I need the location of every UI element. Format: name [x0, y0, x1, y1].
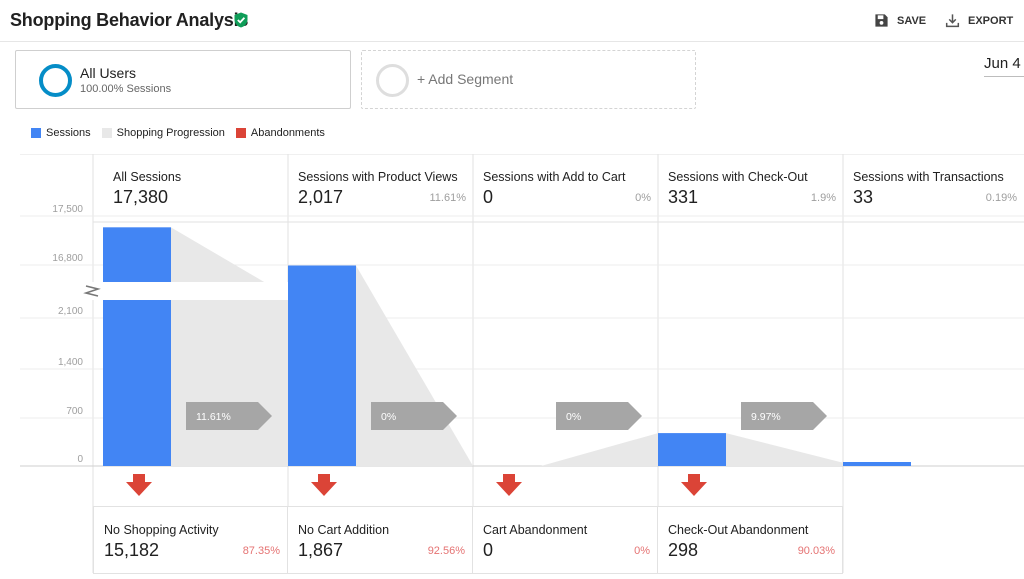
- progression-arrow-icon: [741, 402, 827, 430]
- stage-name: Sessions with Check-Out: [668, 170, 808, 184]
- legend-swatch: [31, 128, 41, 138]
- abandonment-check-out-abandonment[interactable]: Check-Out Abandonment 298 90.03%: [658, 506, 843, 574]
- legend-label: Abandonments: [250, 127, 325, 139]
- add-segment-button[interactable]: + Add Segment: [361, 50, 696, 109]
- y-tick-label: 700: [66, 406, 83, 417]
- abandonment-value: 15,182: [104, 540, 160, 560]
- legend-item-shopping-progression: Shopping Progression: [101, 127, 225, 139]
- date-range-picker[interactable]: Jun 4: [984, 55, 1024, 77]
- abandonment-arrow-icon: [681, 474, 707, 496]
- stage-header-add-to-cart[interactable]: Sessions with Add to Cart 0 0%: [473, 154, 658, 222]
- download-icon: [945, 14, 960, 28]
- abandonment-value: 1,867: [298, 540, 344, 560]
- floppy-disk-icon: [875, 14, 888, 27]
- stage-header-all-sessions[interactable]: All Sessions 17,380: [103, 154, 288, 222]
- segment-name: All Users: [80, 65, 137, 81]
- abandonment-value: 298: [668, 540, 699, 560]
- abandonment-cart-abandonment[interactable]: Cart Abandonment 0 0%: [473, 506, 658, 574]
- progression-percent-label: 9.97%: [751, 411, 781, 423]
- abandonment-percent: 92.56%: [427, 545, 465, 557]
- axis-break-gap: [20, 282, 288, 300]
- funnel-bar: [103, 300, 171, 466]
- stage-name: Sessions with Add to Cart: [483, 170, 626, 184]
- segment-subtitle: 100.00% Sessions: [80, 83, 172, 95]
- legend-item-abandonments: Abandonments: [235, 127, 325, 139]
- y-tick-label: 17,500: [52, 204, 83, 215]
- abandonment-no-shopping-activity[interactable]: No Shopping Activity 15,182 87.35%: [93, 506, 288, 574]
- y-tick-label: 1,400: [58, 357, 83, 368]
- stage-value: 33: [853, 187, 874, 207]
- progression-arrow-icon: [371, 402, 457, 430]
- funnel-bar: [658, 433, 726, 466]
- stage-name: All Sessions: [113, 170, 182, 184]
- legend-label: Shopping Progression: [116, 127, 225, 139]
- report-canvas: All Users 100.00% Sessions + Add Segment…: [0, 42, 1024, 579]
- stage-percent: 11.61%: [429, 192, 467, 204]
- chart-legend: Sessions Shopping Progression Abandonmen…: [31, 127, 336, 139]
- y-tick-label: 2,100: [58, 306, 83, 317]
- stage-header-transactions[interactable]: Sessions with Transactions 33 0.19%: [843, 154, 1024, 222]
- abandonment-percent: 90.03%: [797, 545, 835, 557]
- stage-value: 2,017: [298, 187, 344, 207]
- funnel-bar: [288, 265, 356, 466]
- abandonment-percent: 87.35%: [242, 545, 280, 557]
- funnel-bar: [843, 462, 911, 466]
- stage-name: Sessions with Product Views: [298, 170, 458, 184]
- stage-value: 331: [668, 187, 699, 207]
- empty-segment-ring-icon: [376, 64, 409, 97]
- abandonment-name: Check-Out Abandonment: [668, 523, 809, 537]
- stage-name: Sessions with Transactions: [853, 170, 1004, 184]
- add-segment-label: + Add Segment: [417, 71, 514, 87]
- abandonment-name: No Cart Addition: [298, 523, 390, 537]
- abandonment-value: 0: [483, 540, 494, 560]
- legend-swatch: [101, 128, 112, 138]
- progression-band: [541, 433, 658, 466]
- stage-percent: 0.19%: [985, 192, 1017, 204]
- progression-percent-label: 0%: [566, 411, 581, 423]
- progression-arrow-icon: [186, 402, 272, 430]
- abandonment-name: No Shopping Activity: [104, 523, 219, 537]
- abandonment-arrow-icon: [126, 474, 152, 496]
- legend-item-sessions: Sessions: [31, 127, 91, 139]
- y-tick-label: 0: [77, 454, 83, 465]
- shopping-funnel-chart: 17,500 16,800 2,100 1,400 700 0 11.61% 0% 0% 9.97…: [20, 154, 1024, 573]
- axis-break-icon: [83, 285, 101, 297]
- export-button[interactable]: EXPORT: [945, 13, 1013, 28]
- progression-band: [171, 300, 288, 466]
- segment-ring-icon: [39, 64, 72, 97]
- check-shield-icon: [234, 12, 248, 28]
- stage-header-check-out[interactable]: Sessions with Check-Out 331 1.9%: [658, 154, 843, 222]
- page-title: Shopping Behavior Analysis: [10, 10, 249, 30]
- legend-swatch: [235, 128, 246, 138]
- stage-percent: 0%: [635, 192, 651, 204]
- abandonment-name: Cart Abandonment: [483, 523, 588, 537]
- export-label: EXPORT: [968, 14, 1014, 27]
- legend-label: Sessions: [46, 127, 91, 139]
- abandonment-no-cart-addition[interactable]: No Cart Addition 1,867 92.56%: [288, 506, 473, 574]
- stage-header-product-views[interactable]: Sessions with Product Views 2,017 11.61%: [288, 154, 473, 222]
- abandonment-arrow-icon: [496, 474, 522, 496]
- stage-value: 0: [483, 187, 494, 207]
- progression-band: [726, 433, 843, 466]
- y-tick-label: 16,800: [52, 253, 83, 264]
- funnel-bar: [103, 227, 171, 282]
- stage-percent: 1.9%: [810, 192, 836, 204]
- abandonment-percent: 0%: [634, 545, 650, 557]
- save-label: SAVE: [897, 14, 927, 27]
- abandonment-arrow-icon: [311, 474, 337, 496]
- save-button[interactable]: SAVE: [874, 13, 926, 28]
- segment-all-users[interactable]: All Users 100.00% Sessions: [15, 50, 351, 109]
- progression-percent-label: 11.61%: [196, 411, 231, 423]
- progression-percent-label: 0%: [381, 411, 396, 423]
- progression-arrow-icon: [556, 402, 642, 430]
- progression-band: [356, 265, 473, 466]
- stage-value: 17,380: [113, 187, 169, 207]
- report-header: Shopping Behavior Analysis SAVE EXPORT: [0, 0, 1024, 42]
